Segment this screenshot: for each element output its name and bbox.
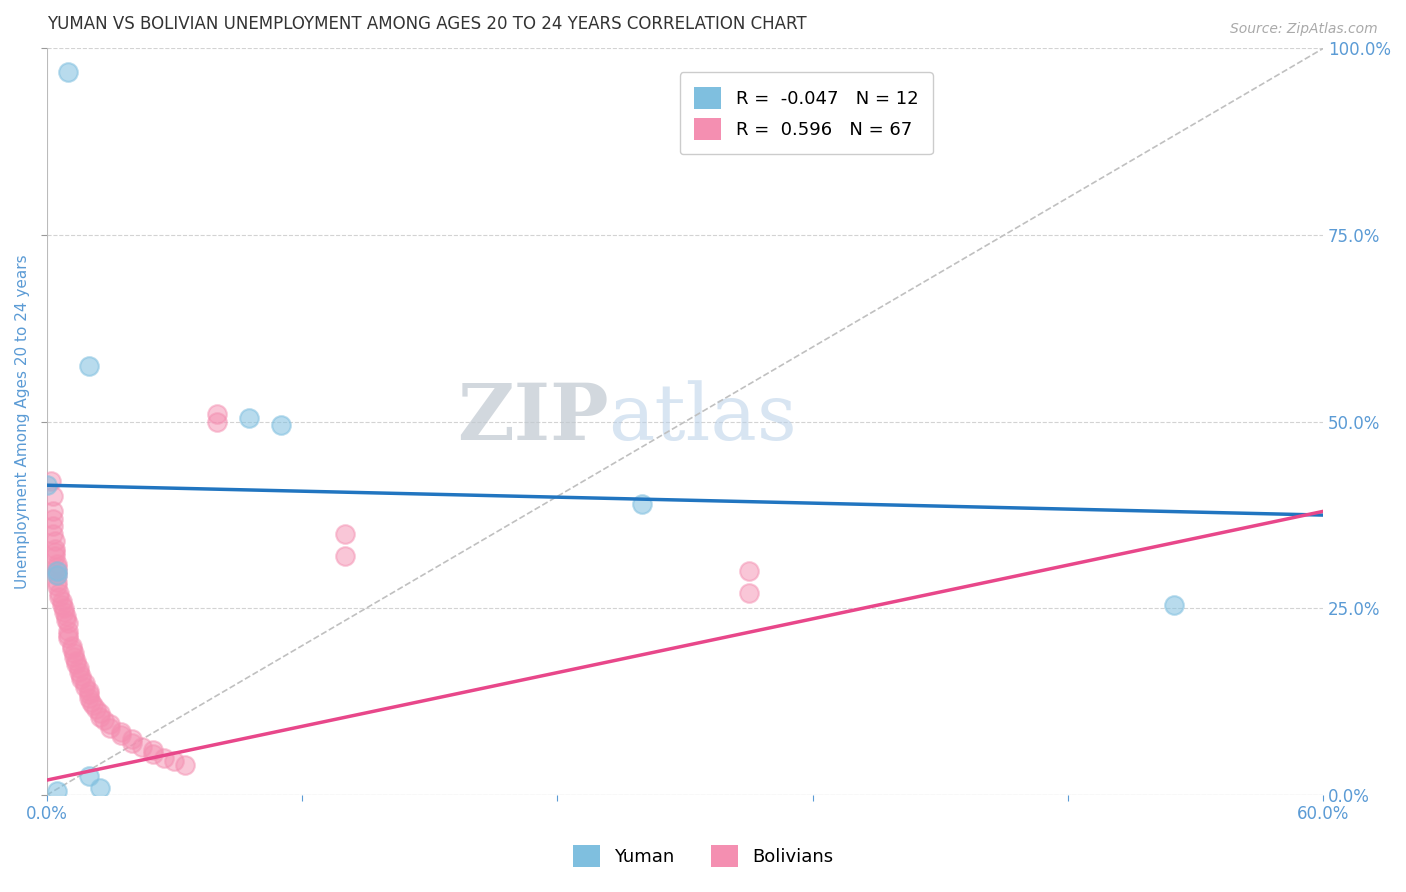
Point <box>69 668 91 682</box>
Text: ZIP: ZIP <box>457 380 609 456</box>
Text: atlas: atlas <box>609 380 797 456</box>
Text: YUMAN VS BOLIVIAN UNEMPLOYMENT AMONG AGES 20 TO 24 YEARS CORRELATION CHART: YUMAN VS BOLIVIAN UNEMPLOYMENT AMONG AGE… <box>46 15 806 33</box>
Point <box>73 676 96 690</box>
Point <box>56 624 79 638</box>
Point <box>110 724 132 739</box>
Point <box>46 784 69 798</box>
Point <box>333 549 356 563</box>
Point <box>163 755 186 769</box>
Point <box>89 780 111 795</box>
Text: Source: ZipAtlas.com: Source: ZipAtlas.com <box>1230 22 1378 37</box>
Point <box>48 586 70 600</box>
Point <box>131 739 153 754</box>
Point <box>52 601 75 615</box>
Point <box>238 411 260 425</box>
Point <box>51 598 73 612</box>
Point <box>46 567 69 582</box>
Point <box>63 646 86 660</box>
Point <box>93 714 115 728</box>
Point <box>65 657 87 672</box>
Point <box>35 478 58 492</box>
Point <box>121 736 143 750</box>
Point <box>67 661 90 675</box>
Point <box>44 541 66 556</box>
Point <box>56 65 79 79</box>
Point <box>46 564 69 578</box>
Point <box>73 680 96 694</box>
Point <box>46 564 69 578</box>
Y-axis label: Unemployment Among Ages 20 to 24 years: Unemployment Among Ages 20 to 24 years <box>15 254 30 589</box>
Point <box>51 594 73 608</box>
Point <box>205 415 228 429</box>
Point <box>121 732 143 747</box>
Point <box>44 545 66 559</box>
Point <box>77 687 100 701</box>
Point <box>738 586 761 600</box>
Legend: Yuman, Bolivians: Yuman, Bolivians <box>565 838 841 874</box>
Point <box>39 475 62 489</box>
Point <box>46 557 69 571</box>
Point <box>738 564 761 578</box>
Point <box>56 616 79 631</box>
Point <box>44 549 66 563</box>
Point <box>110 728 132 742</box>
Point <box>205 407 228 421</box>
Point <box>100 721 122 735</box>
Point <box>55 613 77 627</box>
Point <box>46 560 69 574</box>
Point <box>67 665 90 679</box>
Point <box>142 747 165 761</box>
Point <box>77 683 100 698</box>
Point <box>44 534 66 549</box>
Legend: R =  -0.047   N = 12, R =  0.596   N = 67: R = -0.047 N = 12, R = 0.596 N = 67 <box>679 72 932 154</box>
Point <box>89 706 111 720</box>
Point <box>142 743 165 757</box>
Point <box>63 649 86 664</box>
Point <box>55 608 77 623</box>
Point <box>42 504 65 518</box>
Point <box>77 769 100 783</box>
Point <box>80 695 103 709</box>
Point <box>56 632 79 646</box>
Point <box>46 567 69 582</box>
Point <box>77 359 100 373</box>
Point <box>333 526 356 541</box>
Point <box>48 591 70 605</box>
Point <box>46 575 69 590</box>
Point <box>77 691 100 706</box>
Point <box>69 673 91 687</box>
Point <box>152 750 174 764</box>
Point <box>65 654 87 668</box>
Point <box>84 702 107 716</box>
Point <box>100 717 122 731</box>
Point <box>42 490 65 504</box>
Point <box>174 758 197 772</box>
Point <box>46 579 69 593</box>
Point <box>89 709 111 723</box>
Point <box>52 605 75 619</box>
Point <box>42 512 65 526</box>
Point <box>42 526 65 541</box>
Point <box>60 642 83 657</box>
Point <box>1163 598 1185 612</box>
Point <box>60 639 83 653</box>
Point <box>82 698 104 713</box>
Point <box>270 418 292 433</box>
Point <box>56 627 79 641</box>
Point <box>631 497 654 511</box>
Point <box>42 519 65 533</box>
